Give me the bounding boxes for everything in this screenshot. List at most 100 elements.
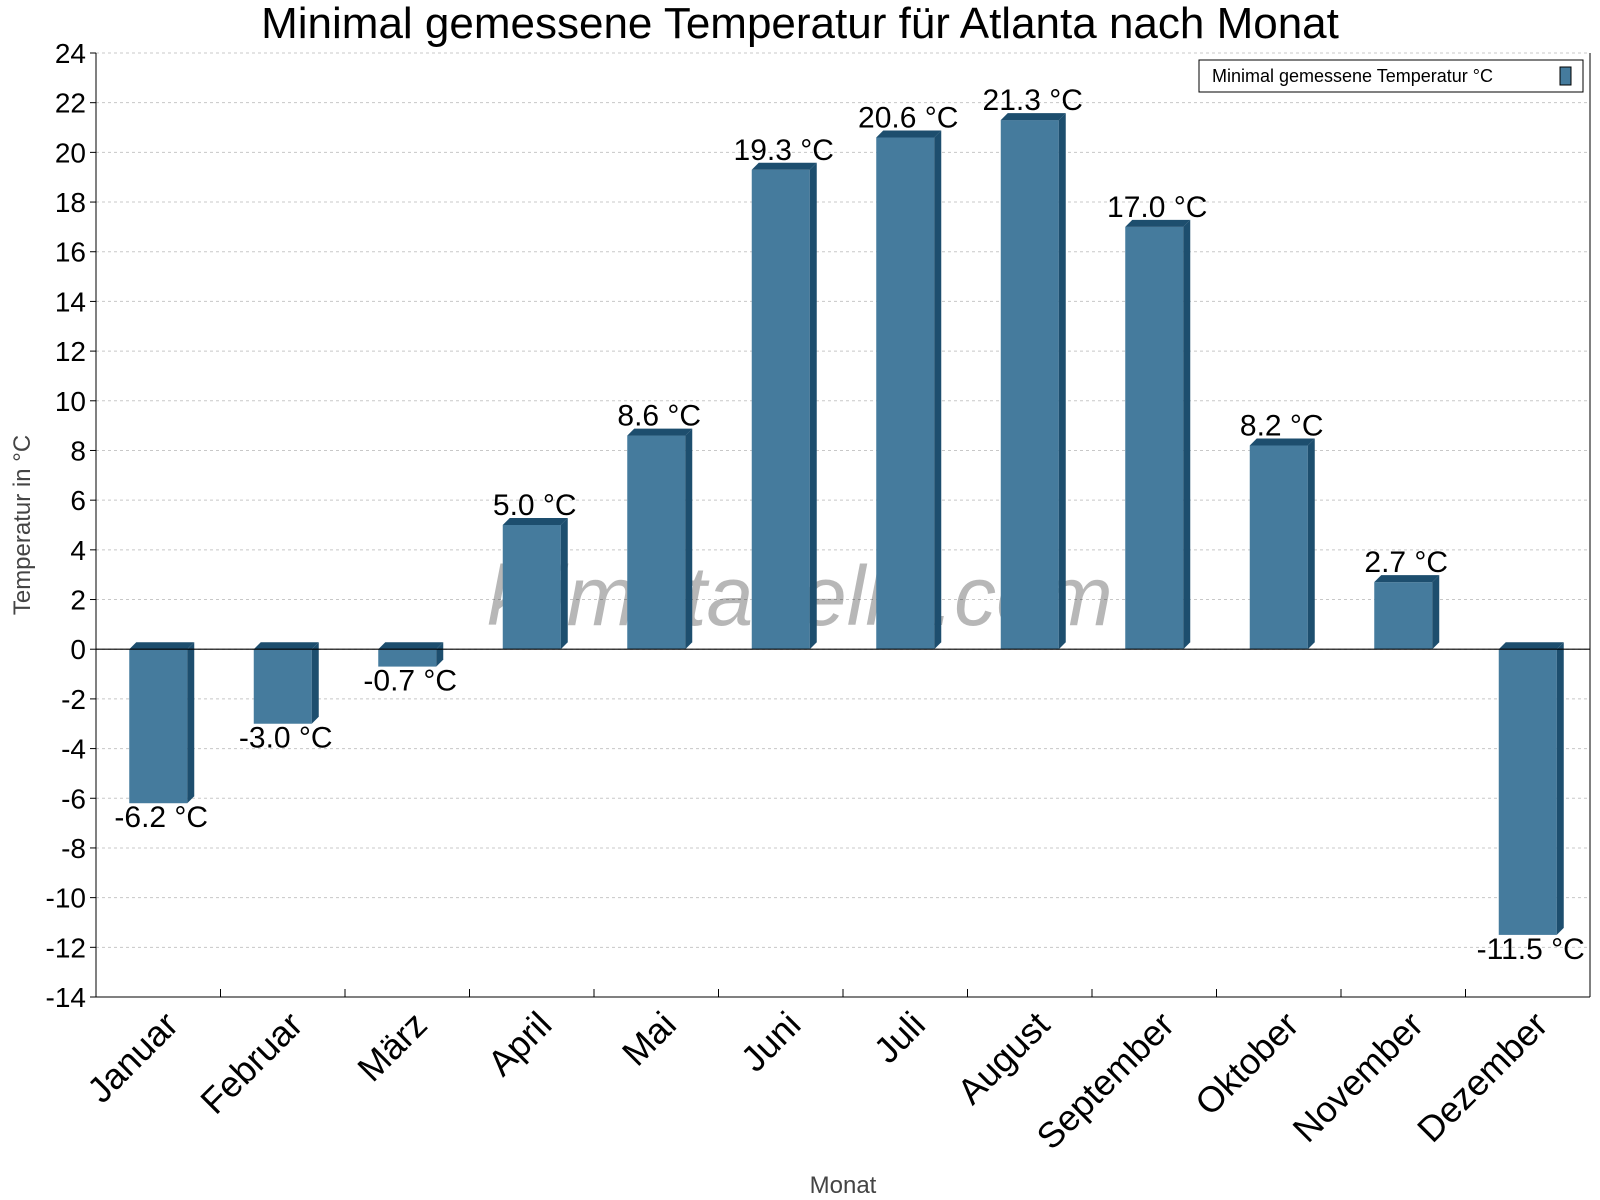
x-tick-label: März <box>349 1004 435 1090</box>
bar-juni <box>751 162 817 650</box>
data-label: 20.6 °C <box>858 101 958 134</box>
y-tick-label: 4 <box>70 535 86 566</box>
y-tick-label: -14 <box>46 982 86 1013</box>
bar-november <box>1374 575 1440 650</box>
data-label: -3.0 °C <box>239 722 333 755</box>
bar-februar <box>253 642 319 724</box>
data-labels: -6.2 °C -3.0 °C -0.7 °C 5.0 °C 8.6 °C 19.3 °C… <box>114 84 1584 966</box>
bar-side <box>1556 642 1564 935</box>
x-tick-label: Januar <box>79 1004 186 1111</box>
bar-top <box>627 428 693 436</box>
y-tick-label: 12 <box>55 336 86 367</box>
bar-front <box>129 649 188 804</box>
bar-front <box>751 169 810 650</box>
y-tick-label: 14 <box>55 286 86 317</box>
data-label: 21.3 °C <box>983 84 1083 117</box>
bar-august <box>1000 113 1066 650</box>
data-label: -11.5 °C <box>1477 933 1585 966</box>
bar-top <box>1125 219 1191 227</box>
bar-front <box>378 649 437 667</box>
bar-side <box>809 162 817 650</box>
bar-front <box>1498 649 1557 935</box>
data-label: -0.7 °C <box>363 665 457 698</box>
y-tick-label: -4 <box>61 734 86 765</box>
bar-top <box>1249 438 1315 446</box>
y-tick-label: -2 <box>61 684 86 715</box>
gridlines <box>96 52 1590 998</box>
bar-side <box>1307 438 1315 650</box>
x-tick-label: Juli <box>866 1004 933 1071</box>
y-tick-label: 8 <box>70 435 86 466</box>
y-tick-label: 6 <box>70 485 86 516</box>
bar-september <box>1125 219 1191 650</box>
x-tick-labels: Januar Februar März April Mai Juni Juli AugustS… <box>79 1004 1555 1158</box>
bar-top <box>502 518 568 525</box>
legend-label: Minimal gemessene Temperatur °C <box>1212 66 1493 86</box>
bar-side <box>187 642 195 804</box>
bar-side <box>1183 219 1191 650</box>
y-tick-label: 0 <box>70 634 86 665</box>
legend-swatch <box>1559 66 1572 86</box>
bar-april <box>502 518 568 650</box>
chart-title: Minimal gemessene Temperatur für Atlanta… <box>261 0 1339 48</box>
bar-top <box>129 642 195 650</box>
x-tick-label: November <box>1284 1004 1430 1150</box>
y-tick-label: -6 <box>61 783 86 814</box>
bar-top <box>751 162 817 170</box>
bar-top <box>253 642 319 650</box>
x-tick-label: Februar <box>192 1004 310 1122</box>
bar-side <box>560 518 568 650</box>
bar-side <box>934 130 942 650</box>
x-tick-label: Oktober <box>1187 1004 1307 1124</box>
y-tick-label: 24 <box>55 38 86 69</box>
data-label: 8.2 °C <box>1240 410 1324 443</box>
bar-oktober <box>1249 438 1315 650</box>
data-label: 17.0 °C <box>1107 191 1207 224</box>
bar-front <box>1000 120 1059 650</box>
y-tick-label: -10 <box>46 883 86 914</box>
y-tick-label: 10 <box>55 386 86 417</box>
y-tick-label: -12 <box>46 932 86 963</box>
bar-side <box>685 428 693 650</box>
data-label: -6.2 °C <box>114 801 208 834</box>
bar-top <box>378 642 444 650</box>
data-label: 8.6 °C <box>617 400 701 433</box>
bar-front <box>502 525 561 650</box>
bar-front <box>1374 582 1433 650</box>
bar-front <box>876 137 935 650</box>
legend: Minimal gemessene Temperatur °C <box>1198 59 1584 93</box>
bar-mai <box>627 428 693 650</box>
bar-side <box>436 642 444 667</box>
bars <box>129 113 1564 935</box>
y-tick-label: 20 <box>55 137 86 168</box>
bar-top <box>1498 642 1564 650</box>
data-label: 2.7 °C <box>1364 546 1448 579</box>
y-tick-label: -8 <box>61 833 86 864</box>
x-axis-label: Monat <box>810 1172 877 1199</box>
bar-front <box>627 435 686 650</box>
y-axis-label: Temperatur in °C <box>9 435 36 615</box>
x-tick-label: Dezember <box>1409 1004 1555 1150</box>
data-label: 19.3 °C <box>734 134 834 167</box>
bar-front <box>1249 445 1308 650</box>
axes <box>90 52 1591 998</box>
x-tick-label: August <box>949 1004 1057 1112</box>
bar-top <box>1000 113 1066 121</box>
bar-front <box>253 649 312 724</box>
x-tick-label: Mai <box>614 1004 684 1074</box>
bar-dezember <box>1498 642 1564 935</box>
y-tick-label: 22 <box>55 88 86 119</box>
bar-side <box>1432 575 1440 650</box>
data-label: 5.0 °C <box>493 489 577 522</box>
y-tick-label: 18 <box>55 187 86 218</box>
bar-juli <box>876 130 942 650</box>
legend-box <box>1198 59 1584 93</box>
y-tick-label: 16 <box>55 237 86 268</box>
bar-side <box>1058 113 1066 650</box>
bar-top <box>1374 575 1440 583</box>
bar-januar <box>129 642 195 804</box>
bar-side <box>311 642 319 724</box>
bar-top <box>876 130 942 138</box>
